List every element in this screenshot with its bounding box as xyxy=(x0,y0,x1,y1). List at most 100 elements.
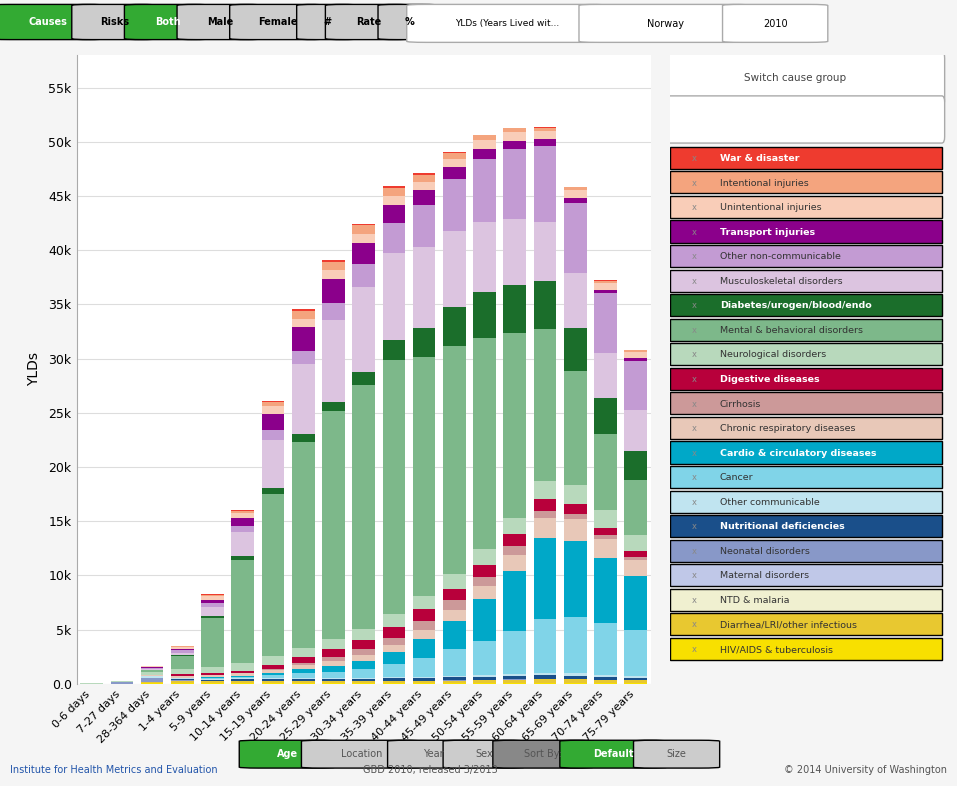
Bar xyxy=(564,513,587,520)
Text: Cirrhosis: Cirrhosis xyxy=(720,399,761,409)
Bar xyxy=(261,656,284,664)
Bar xyxy=(503,518,526,534)
FancyBboxPatch shape xyxy=(670,245,942,267)
Text: x: x xyxy=(692,326,697,335)
FancyBboxPatch shape xyxy=(493,740,593,768)
Bar xyxy=(232,663,255,670)
FancyBboxPatch shape xyxy=(670,196,942,218)
Bar xyxy=(624,630,647,676)
Bar xyxy=(503,285,526,333)
Bar xyxy=(624,556,647,560)
FancyBboxPatch shape xyxy=(670,589,942,611)
Bar xyxy=(201,608,224,616)
Bar xyxy=(594,527,616,535)
Bar xyxy=(503,676,526,679)
Bar xyxy=(323,270,345,279)
Bar xyxy=(383,683,405,684)
Text: 2010: 2010 xyxy=(763,19,788,28)
Bar xyxy=(292,648,315,657)
Text: Diarrhea/LRI/other infectious: Diarrhea/LRI/other infectious xyxy=(720,620,857,630)
Bar xyxy=(383,681,405,683)
Text: x: x xyxy=(692,351,697,359)
Bar xyxy=(594,353,616,399)
Bar xyxy=(383,196,405,204)
Bar xyxy=(564,676,587,678)
Bar xyxy=(534,222,556,281)
Bar xyxy=(564,328,587,371)
Text: Unintentional injuries: Unintentional injuries xyxy=(720,203,821,212)
Bar xyxy=(352,683,375,684)
Text: Other communicable: Other communicable xyxy=(720,498,819,507)
Bar xyxy=(232,679,255,681)
Text: x: x xyxy=(692,399,697,409)
Bar xyxy=(171,650,193,653)
Bar xyxy=(292,351,315,364)
Bar xyxy=(473,586,496,600)
Bar xyxy=(594,283,616,290)
Bar xyxy=(564,520,587,541)
FancyBboxPatch shape xyxy=(670,540,942,562)
Bar xyxy=(564,371,587,485)
Bar xyxy=(232,683,255,684)
Bar xyxy=(171,683,193,684)
Text: Maternal disorders: Maternal disorders xyxy=(720,571,809,580)
Bar xyxy=(352,224,375,226)
Bar xyxy=(232,560,255,663)
Bar xyxy=(323,279,345,303)
FancyBboxPatch shape xyxy=(670,171,942,193)
Bar xyxy=(412,205,435,247)
Bar xyxy=(323,683,345,684)
FancyBboxPatch shape xyxy=(670,490,942,512)
Text: x: x xyxy=(692,154,697,163)
Bar xyxy=(383,627,405,637)
Bar xyxy=(564,187,587,190)
Bar xyxy=(201,600,224,603)
Bar xyxy=(232,512,255,518)
FancyBboxPatch shape xyxy=(301,740,421,768)
Bar xyxy=(412,658,435,677)
Bar xyxy=(352,640,375,649)
Bar xyxy=(412,621,435,630)
Bar xyxy=(443,346,466,574)
Bar xyxy=(352,385,375,629)
Bar xyxy=(534,538,556,619)
Bar xyxy=(383,637,405,645)
Text: x: x xyxy=(692,252,697,261)
Bar xyxy=(201,674,224,675)
Bar xyxy=(594,558,616,623)
Bar xyxy=(261,413,284,430)
Bar xyxy=(201,667,224,674)
FancyBboxPatch shape xyxy=(670,270,942,292)
Bar xyxy=(594,623,616,675)
Text: Causes: Causes xyxy=(29,17,67,27)
Bar xyxy=(323,667,345,671)
Bar xyxy=(473,600,496,641)
Bar xyxy=(352,234,375,243)
Bar xyxy=(412,596,435,609)
Bar xyxy=(594,675,616,677)
Bar xyxy=(624,678,647,680)
FancyBboxPatch shape xyxy=(670,392,942,414)
Bar xyxy=(564,504,587,513)
Text: © 2014 University of Washington: © 2014 University of Washington xyxy=(785,766,947,775)
Text: Default: Default xyxy=(593,749,634,759)
Bar xyxy=(201,618,224,667)
Bar xyxy=(443,574,466,589)
FancyBboxPatch shape xyxy=(670,515,942,537)
FancyBboxPatch shape xyxy=(230,5,325,39)
Bar xyxy=(292,442,315,648)
Bar xyxy=(323,681,345,683)
Bar xyxy=(443,589,466,601)
Bar xyxy=(232,676,255,677)
Bar xyxy=(141,681,164,683)
Bar xyxy=(564,679,587,683)
Bar xyxy=(383,204,405,223)
Bar xyxy=(503,631,526,674)
FancyBboxPatch shape xyxy=(177,5,263,39)
Bar xyxy=(473,549,496,565)
Bar xyxy=(141,668,164,669)
Bar xyxy=(564,485,587,504)
Bar xyxy=(564,274,587,328)
Text: Age: Age xyxy=(277,749,298,759)
Bar xyxy=(443,683,466,684)
